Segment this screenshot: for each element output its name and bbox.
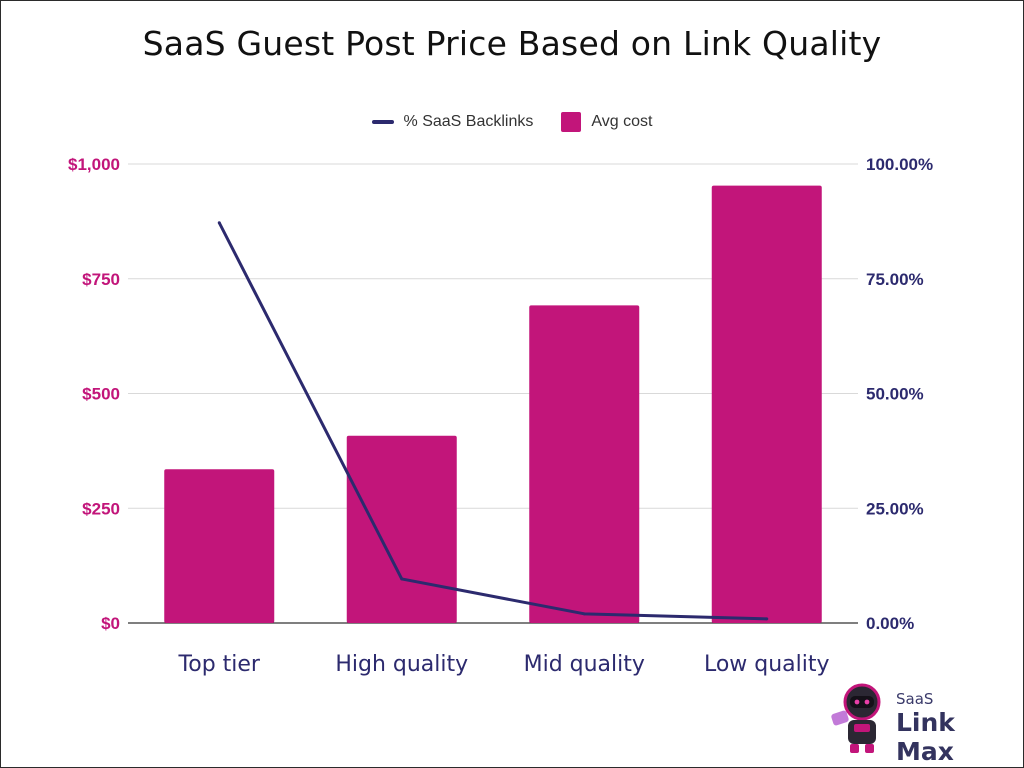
chart-legend: % SaaS Backlinks Avg cost [0, 112, 1024, 132]
backlinks-point [217, 221, 221, 225]
y-left-tick-label: $0 [101, 614, 120, 633]
y-right-tick-label: 100.00% [866, 155, 933, 174]
x-category-label: Mid quality [524, 652, 645, 677]
bar-top-tier [164, 469, 275, 623]
y-right-tick-label: 25.00% [866, 499, 924, 518]
legend-item-bar: Avg cost [561, 112, 652, 132]
x-category-label: High quality [335, 652, 468, 677]
backlinks-line [217, 222, 767, 621]
y-left-tick-label: $250 [82, 499, 120, 518]
bar-low-quality [711, 185, 822, 623]
legend-line-label: % SaaS Backlinks [403, 113, 534, 130]
y-left-tick-label: $750 [82, 270, 120, 289]
y-left-tick-label: $500 [82, 385, 120, 404]
chart-title: SaaS Guest Post Price Based on Link Qual… [142, 24, 882, 63]
x-category-label: Low quality [704, 652, 830, 677]
backlinks-point [582, 612, 586, 616]
legend-bar-swatch [561, 112, 582, 132]
bar-high-quality [346, 435, 457, 623]
bar-mid-quality [529, 305, 640, 623]
logo-text-saas: SaaS [896, 690, 934, 708]
backlinks-point [765, 617, 769, 621]
y-right-tick-label: 50.00% [866, 385, 924, 404]
legend-bar-label: Avg cost [591, 113, 653, 130]
logo-text-linkmax: Link Max [896, 708, 955, 766]
y-right-tick-label: 75.00% [866, 270, 924, 289]
legend-item-line: % SaaS Backlinks [371, 113, 534, 131]
y-right-tick-label: 0.00% [866, 614, 914, 633]
brand-logo: SaaS Link Max [828, 678, 1008, 766]
y-left-tick-label: $1,000 [68, 155, 120, 174]
x-category-label: Top tier [178, 652, 261, 677]
robot-mascot-icon [831, 683, 881, 753]
backlinks-point [400, 577, 404, 581]
legend-line-swatch [371, 120, 394, 124]
